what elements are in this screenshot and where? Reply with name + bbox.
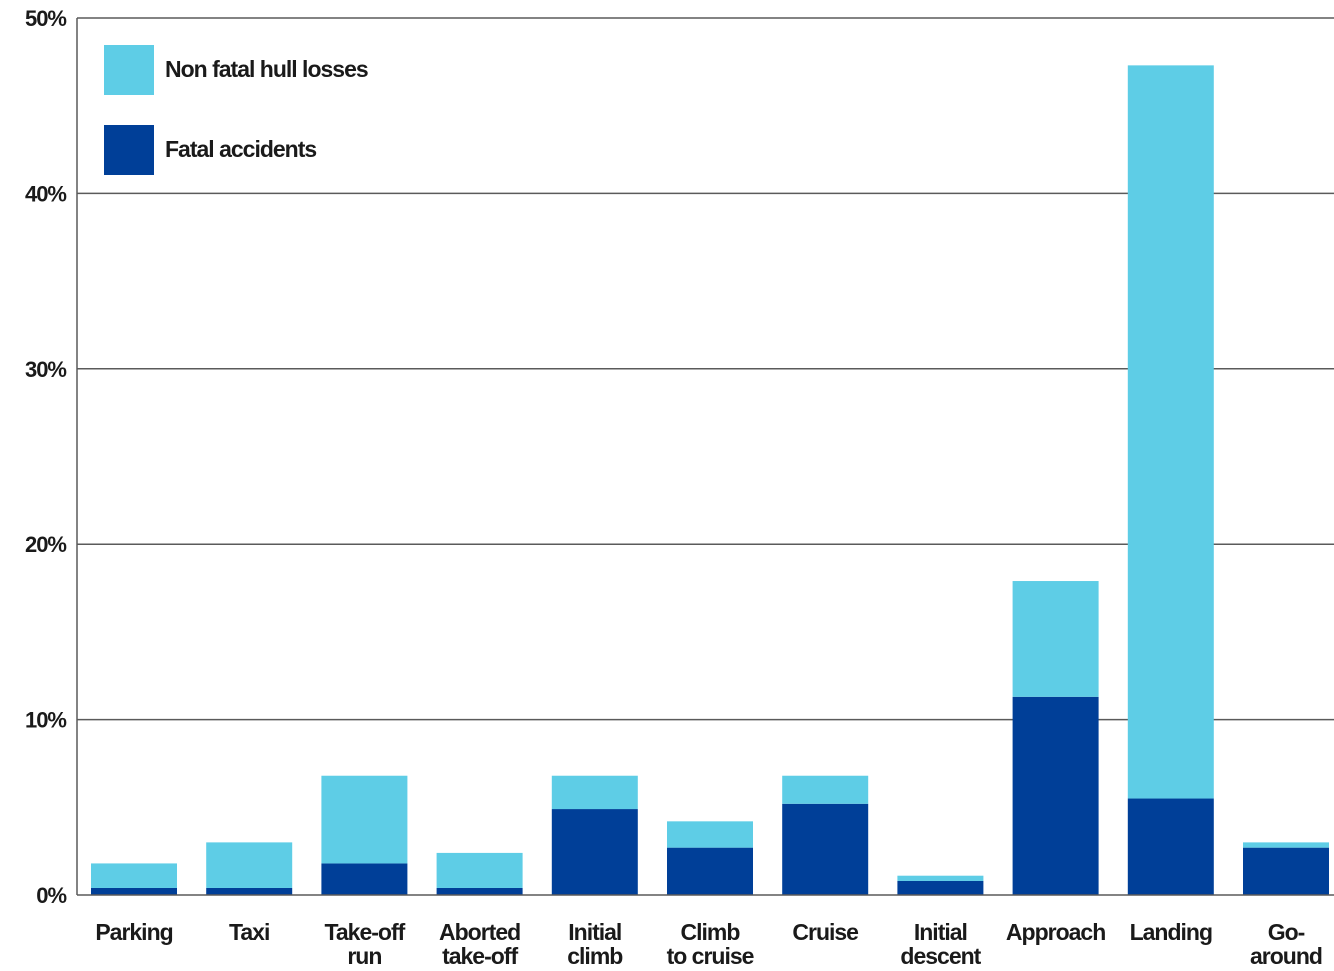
axis: [76, 18, 1334, 896]
x-tick-label: Cruise: [792, 919, 858, 945]
x-tick-label-line: Approach: [1006, 919, 1105, 945]
x-tick-label-line: Initial: [914, 919, 967, 945]
x-tick-label-line: Landing: [1130, 919, 1212, 945]
x-tick-label-line: descent: [900, 943, 981, 969]
x-tick-label: Landing: [1130, 919, 1212, 945]
x-tick-label-line: Cruise: [792, 919, 858, 945]
legend: Non fatal hull losses Fatal accidents: [104, 45, 369, 175]
x-tick-label-line: to cruise: [667, 943, 754, 969]
x-tick-label: Initial descent: [900, 919, 981, 969]
bar-segment: [91, 887, 177, 895]
x-tick-label-line: Taxi: [229, 919, 269, 945]
x-tick-label-line: Climb: [681, 919, 741, 945]
bar-segment: [1127, 798, 1214, 895]
bars: [91, 65, 1329, 895]
bar-segment: [782, 803, 869, 895]
y-tick-labels: 0% 10% 20% 30% 40% 50%: [25, 6, 67, 908]
y-tick-label: 10%: [25, 708, 66, 733]
x-tick-label-line: around: [1250, 943, 1322, 969]
bar-segment: [436, 852, 523, 888]
bar-segment: [667, 847, 753, 895]
bar-segment: [206, 842, 293, 888]
bar-segment: [436, 887, 523, 895]
bar-segment: [91, 863, 177, 888]
gridlines: [77, 17, 1334, 721]
x-tick-label: Go-around: [1250, 919, 1322, 969]
y-tick-label: 50%: [25, 6, 66, 31]
bar-segment: [1243, 847, 1329, 895]
x-tick-label-line: Take-off: [325, 919, 406, 945]
bar-segment: [667, 821, 753, 848]
x-tick-label-line: climb: [567, 943, 623, 969]
y-tick-label: 40%: [25, 181, 66, 206]
legend-label: Fatal accidents: [165, 136, 316, 162]
legend-swatch: [104, 45, 154, 95]
bar-segment: [551, 775, 638, 810]
x-tick-label-line: Parking: [95, 919, 172, 945]
bar-segment: [782, 775, 869, 804]
bar-segment: [1243, 842, 1329, 848]
y-tick-label: 20%: [25, 532, 66, 557]
x-tick-labels: Parking Taxi Take-off run Aborted take-off Ini…: [95, 919, 1323, 969]
x-tick-label: Initial climb: [567, 919, 623, 969]
x-tick-label: Taxi: [229, 919, 269, 945]
bar-segment: [897, 880, 984, 895]
bar-segment: [1127, 65, 1214, 799]
bar-segment: [321, 863, 408, 895]
bar-segment: [551, 809, 638, 895]
x-tick-label-line: Initial: [568, 919, 621, 945]
x-tick-label-line: take-off: [442, 943, 518, 969]
x-tick-label: Parking: [95, 919, 172, 945]
y-tick-label: 0%: [36, 883, 66, 908]
bar-segment: [321, 775, 408, 864]
legend-swatch: [104, 125, 154, 175]
bar-segment: [206, 887, 293, 895]
x-tick-label: Aborted take-off: [439, 919, 520, 969]
x-tick-label-line: run: [347, 943, 381, 969]
x-tick-label: Climb to cruise: [667, 919, 754, 969]
x-tick-label: Approach: [1006, 919, 1105, 945]
bar-segment: [1012, 581, 1099, 697]
x-tick-label-line: Go-: [1268, 919, 1305, 945]
bar-segment: [897, 875, 984, 881]
x-tick-label: Take-off run: [325, 919, 406, 969]
legend-label: Non fatal hull losses: [165, 56, 368, 82]
bar-segment: [1012, 696, 1099, 895]
y-tick-label: 30%: [25, 357, 66, 382]
x-tick-label-line: Aborted: [439, 919, 520, 945]
